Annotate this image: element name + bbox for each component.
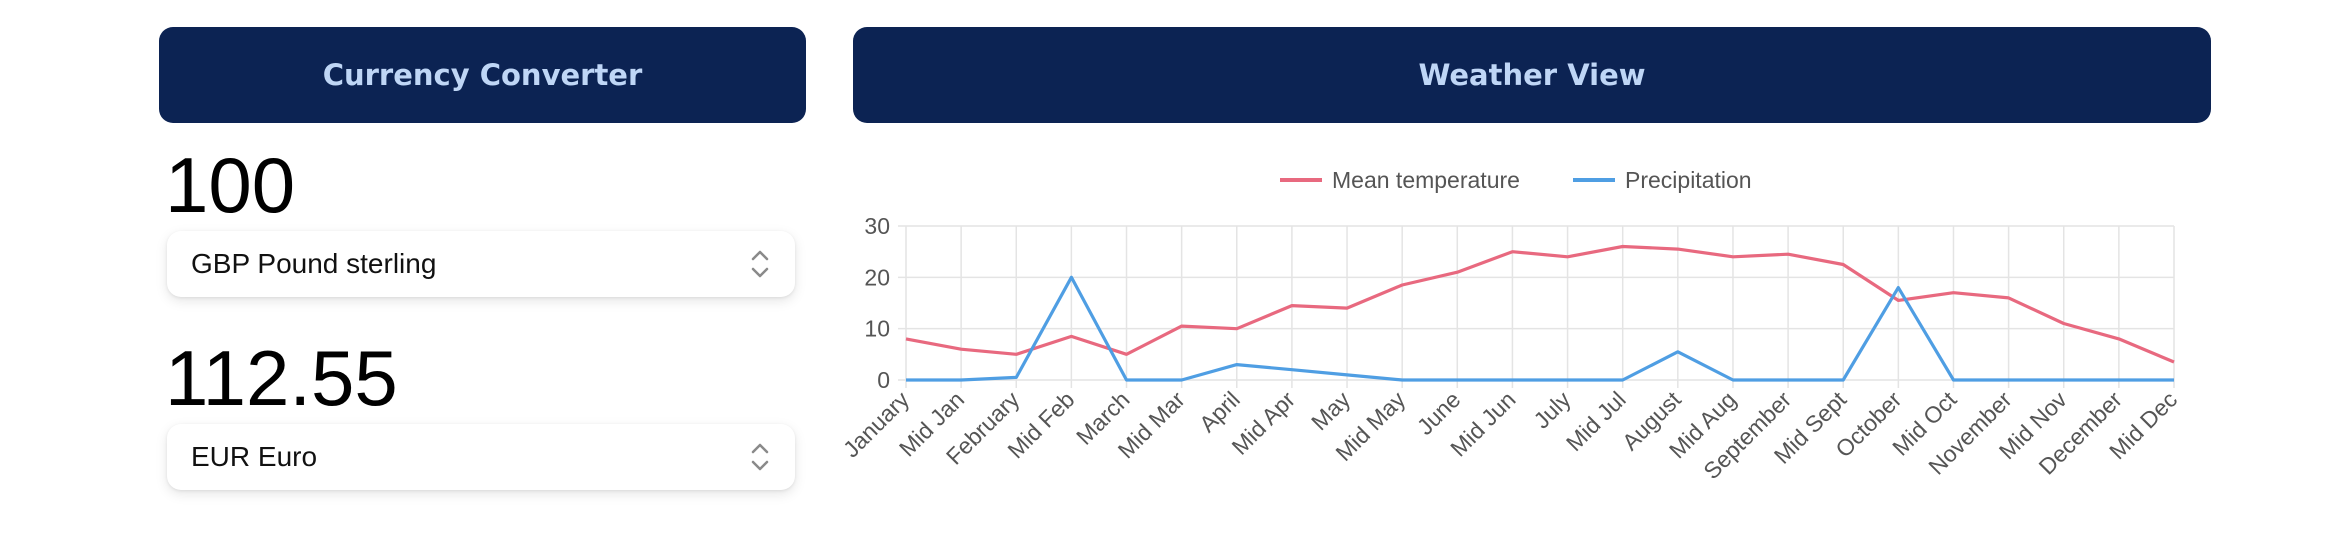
y-tick-label: 30 <box>864 213 890 239</box>
source-currency-label: GBP Pound sterling <box>191 248 437 279</box>
currency-converter-title: Currency Converter <box>322 58 643 92</box>
y-tick-label: 0 <box>877 367 890 393</box>
converted-amount: 112.55 <box>165 334 398 422</box>
x-tick-label: July <box>1528 386 1576 434</box>
source-currency-select[interactable]: GBP Pound sterling <box>167 231 795 297</box>
y-tick-label: 10 <box>864 316 890 342</box>
series-line-mean-temperature <box>905 244 2175 364</box>
weather-view-header: Weather View <box>853 27 2211 123</box>
target-currency-select[interactable]: EUR Euro <box>167 424 795 490</box>
series-line-precipitation <box>906 275 2174 382</box>
x-tick-label: Mid Jul <box>1561 386 1631 456</box>
weather-view-title: Weather View <box>1418 58 1646 92</box>
x-tick-label: May <box>1306 386 1355 435</box>
y-tick-label: 20 <box>864 264 890 290</box>
chevron-up-down-icon <box>751 250 769 278</box>
chevron-up-down-icon <box>751 443 769 471</box>
legend-label: Precipitation <box>1625 167 1752 193</box>
currency-converter-header: Currency Converter <box>159 27 806 123</box>
source-amount[interactable]: 100 <box>165 141 296 229</box>
target-currency-label: EUR Euro <box>191 441 318 472</box>
legend-label: Mean temperature <box>1332 167 1520 193</box>
x-tick-label: Mid Apr <box>1227 386 1301 460</box>
